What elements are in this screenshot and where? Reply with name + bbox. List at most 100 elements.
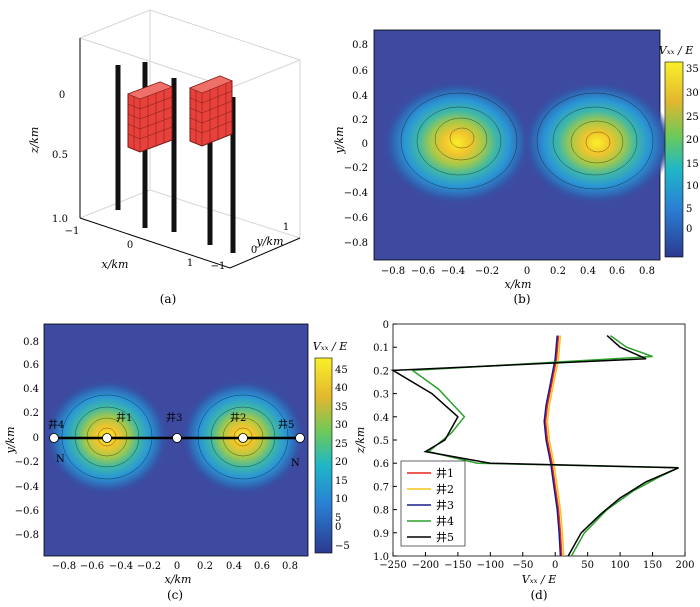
d-x-tick-label: 50: [581, 560, 594, 571]
a-x-tick-1: 0: [127, 240, 133, 251]
d-y-tick-label: 0.3: [373, 390, 389, 401]
a-z-tick-1: 0.5: [52, 150, 68, 161]
c-cbar-tick-4: 25: [335, 439, 348, 450]
panel-c: 井4 井1 井3 井2 井5 N N −0.8 −0.6 −0.4 −0.2 0…: [4, 323, 350, 602]
c-cbar-tick-1: 40: [335, 383, 348, 394]
c-n-mark-left: N: [56, 454, 65, 465]
legend-label-5: 井5: [436, 530, 454, 544]
b-cbar-tick-5: 10: [686, 181, 699, 192]
b-cbar-tick-0: 35: [686, 64, 699, 75]
b-cbar-tick-4: 15: [686, 159, 699, 170]
a-y-tick-2: −1: [211, 261, 226, 272]
c-cbar-ticks: 45 40 35 30 25 20 15 10 5 0 −5: [335, 365, 350, 552]
c-x-tick-7: 0.6: [254, 561, 270, 572]
b-x-tick-0: −0.8: [381, 266, 405, 277]
b-x-tick-2: −0.4: [441, 266, 465, 277]
b-y-tick-5: −0.2: [344, 163, 368, 174]
c-x-tick-2: −0.4: [109, 561, 133, 572]
c-well-label-1: 井1: [116, 411, 132, 424]
d-y-tick-label: 0.5: [373, 436, 389, 447]
a-z-tick-0: 0: [59, 90, 65, 101]
b-cbar-tick-1: 30: [686, 88, 699, 99]
a-x-tick-0: −1: [65, 226, 80, 237]
b-y-tick-8: −0.8: [344, 238, 368, 249]
b-x-tick-1: −0.6: [411, 266, 435, 277]
b-cbar-tick-6: 5: [686, 204, 692, 215]
c-well-markers: [49, 433, 305, 443]
c-cbar-tick-7: 10: [335, 494, 348, 505]
d-y-tick-label: 0.1: [373, 343, 389, 354]
c-y-tick-5: −0.2: [15, 457, 39, 468]
d-x-label: Vₓₓ / E: [522, 573, 556, 586]
c-cbar-tick-5: 20: [335, 457, 348, 468]
b-cbar-tick-2: 25: [686, 112, 699, 123]
a-y-label: y/km: [255, 235, 283, 248]
panel-b: −0.8 −0.6 −0.4 −0.2 0 0.2 0.4 0.6 0.8 x/…: [333, 29, 699, 306]
d-x-tick-label: 200: [675, 560, 694, 571]
anomaly-body-left: [127, 81, 173, 153]
b-x-tick-3: −0.2: [475, 266, 499, 277]
b-x-tick-7: 0.6: [609, 266, 625, 277]
d-x-tick-label: −50: [512, 560, 533, 571]
c-colorbar: [314, 357, 333, 554]
c-x-tick-1: −0.6: [80, 561, 104, 572]
c-n-mark-right: N: [291, 458, 300, 469]
well-marker: [238, 433, 248, 443]
c-y-label: y/km: [4, 426, 17, 454]
well-marker: [295, 433, 305, 443]
a-y-tick-1: 0: [251, 245, 257, 256]
c-cbar-tick-8: 5: [335, 513, 341, 524]
series-line-3: [543, 335, 562, 557]
d-y-label: z/km: [354, 427, 367, 455]
well-marker: [102, 433, 112, 443]
c-x-tick-0: −0.8: [52, 561, 76, 572]
a-x-tick-2: 1: [187, 258, 193, 269]
c-cbar-tick-6: 15: [335, 476, 348, 487]
series-line-2: [546, 335, 565, 557]
c-cbar-title: Vₓₓ / E: [313, 340, 347, 353]
series-line-5: [390, 335, 679, 557]
c-x-tick-5: 0.2: [197, 561, 213, 572]
caption-b: (b): [513, 292, 530, 306]
c-x-tick-6: 0.4: [226, 561, 242, 572]
caption-d: (d): [530, 588, 547, 602]
b-y-tick-6: −0.4: [344, 188, 368, 199]
b-y-tick-3: 0.2: [352, 115, 368, 126]
b-cbar-tick-7: 0: [686, 224, 692, 235]
c-well-label-4: 井4: [48, 418, 64, 431]
b-y-tick-4: 0: [362, 139, 368, 150]
legend-label-4: 井4: [436, 514, 454, 528]
b-y-tick-0: 0.8: [352, 40, 368, 51]
c-well-label-3: 井3: [166, 411, 182, 424]
d-x-tick-label: −200: [412, 560, 439, 571]
d-y-tick-label: 0.4: [373, 413, 389, 424]
d-x-tick-label: 0: [552, 560, 558, 571]
c-well-label-5: 井5: [278, 418, 294, 431]
c-y-ticks: 0.8 0.6 0.4 0.2 0 −0.2 −0.4 −0.6 −0.8: [15, 337, 39, 541]
legend-label-3: 井3: [436, 498, 454, 512]
c-y-tick-6: −0.4: [15, 482, 39, 493]
d-x-tick-label: −250: [379, 560, 406, 571]
legend-label-1: 井1: [436, 466, 454, 480]
c-y-tick-0: 0.8: [23, 337, 39, 348]
caption-c: (c): [167, 588, 183, 602]
b-x-tick-5: 0.2: [550, 266, 566, 277]
c-y-tick-8: −0.8: [15, 530, 39, 541]
b-y-ticks: 0.8 0.6 0.4 0.2 0 −0.2 −0.4 −0.6 −0.8: [344, 40, 368, 249]
b-cbar-title: Vₓₓ / E: [659, 44, 693, 57]
caption-a: (a): [160, 292, 177, 306]
d-y-tick-label: 0.8: [373, 506, 389, 517]
c-x-label: x/km: [164, 573, 191, 586]
b-cbar-ticks: 35 30 25 20 15 10 5 0: [686, 64, 699, 235]
panel-a: 0 0.5 1.0 z/km −1 0 1 x/km 1 0 −1 y/km (…: [28, 9, 301, 306]
c-y-tick-3: 0.2: [23, 408, 39, 419]
d-y-tick-label: 0.2: [373, 366, 389, 377]
c-x-tick-8: 0.8: [282, 561, 298, 572]
legend-label-2: 井2: [436, 482, 454, 496]
b-cbar-tick-3: 20: [686, 135, 699, 146]
c-y-tick-1: 0.6: [23, 360, 39, 371]
c-cbar-tick-0: 45: [335, 365, 348, 376]
panel-d: −250 −200 −150 −100 −50 0 50 100 150 200 00.10.20…: [354, 320, 695, 602]
c-x-tick-4: 0: [174, 561, 180, 572]
